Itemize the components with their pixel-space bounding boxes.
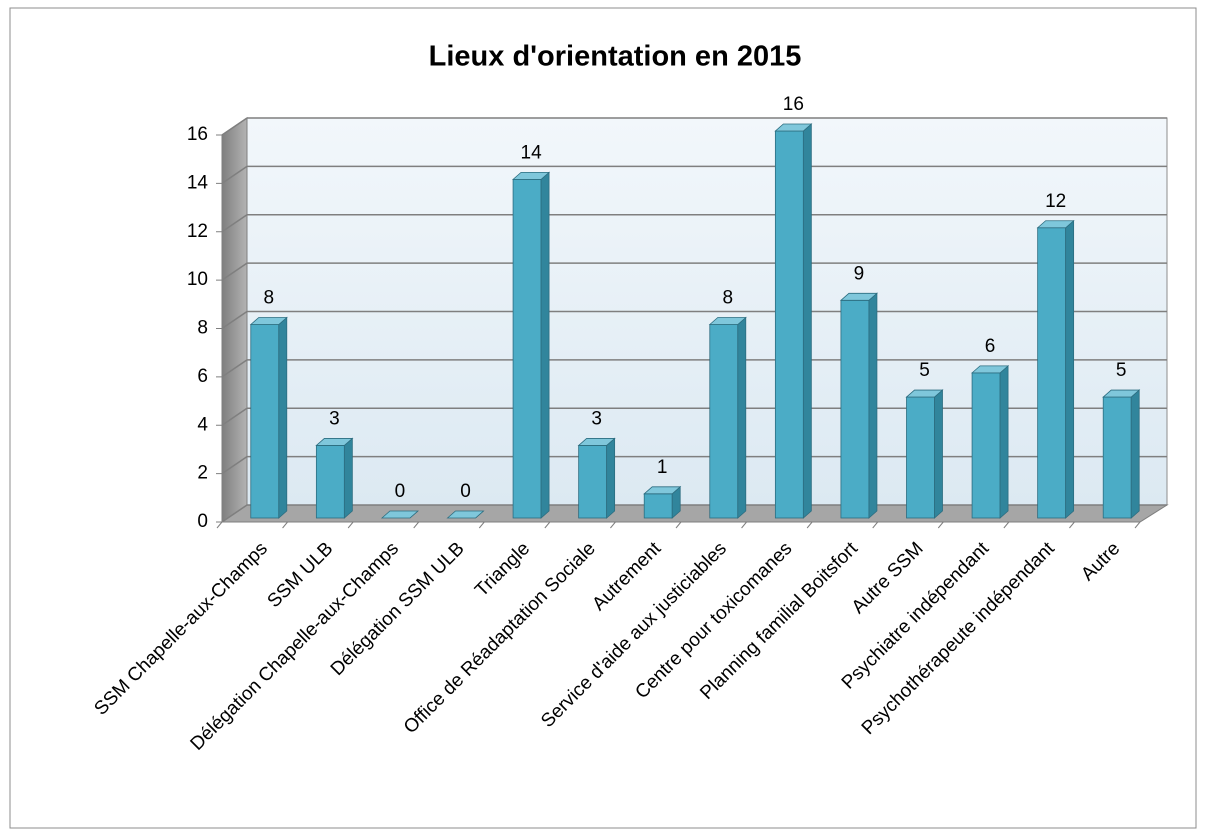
data-label: 6 [985, 336, 996, 357]
data-label: 3 [591, 408, 602, 429]
bar-top [1102, 389, 1141, 398]
grid-line [221, 407, 248, 426]
x-tick-mark [610, 521, 616, 529]
grid-line [221, 117, 248, 136]
bar-top [708, 317, 747, 325]
bar-side [999, 364, 1009, 519]
bar [1102, 396, 1132, 519]
bar-top [315, 438, 354, 446]
grid-line [221, 262, 248, 281]
data-label: 8 [263, 288, 274, 309]
x-tick-mark [675, 521, 682, 529]
x-tick-mark [806, 521, 813, 529]
bar-side [278, 316, 288, 519]
bar-side [343, 437, 353, 519]
bar-side [868, 292, 878, 519]
bar [709, 324, 739, 519]
data-label: 5 [1116, 360, 1127, 381]
grid-line [221, 310, 248, 330]
bar [971, 372, 1001, 519]
x-tick-mark [1069, 521, 1075, 529]
data-label: 0 [395, 481, 406, 502]
x-tick-mark [478, 521, 485, 529]
grid-line [221, 456, 248, 475]
y-tick-label: 14 [187, 172, 209, 193]
bar-top [971, 365, 1010, 374]
grid-line [221, 504, 248, 523]
y-tick-label: 6 [197, 366, 208, 387]
x-tick-mark [872, 521, 879, 529]
bar-top [774, 123, 813, 132]
bar-side [1130, 389, 1140, 519]
x-tick-mark [544, 521, 551, 529]
bar-top [249, 317, 288, 325]
data-label: 8 [722, 288, 733, 309]
y-tick-label: 0 [197, 511, 208, 532]
bar [512, 178, 542, 519]
bar [578, 445, 608, 519]
y-tick-label: 8 [197, 318, 208, 339]
bar-side [934, 389, 943, 519]
bar [643, 493, 673, 519]
bar-side [1065, 219, 1075, 519]
bar-side [540, 171, 550, 519]
y-tick-label: 10 [187, 269, 208, 290]
data-label: 1 [657, 457, 668, 478]
bar [315, 445, 345, 519]
bar [1037, 227, 1067, 519]
x-tick-mark [1134, 521, 1141, 529]
x-tick-mark [413, 521, 420, 529]
x-tick-mark [347, 521, 354, 529]
bar-top [577, 438, 616, 446]
bar-top [1036, 220, 1075, 229]
data-label: 9 [854, 263, 865, 284]
x-tick-mark [937, 521, 944, 529]
data-label: 14 [521, 142, 543, 163]
bar [774, 130, 804, 519]
floor [220, 504, 1169, 523]
bar [840, 299, 870, 519]
x-tick-mark [741, 521, 747, 529]
y-tick-label: 12 [187, 221, 208, 242]
data-label: 12 [1045, 191, 1066, 212]
x-tick-mark [216, 521, 223, 529]
chart-title: Lieux d'orientation en 2015 [429, 41, 802, 73]
grid-line [221, 359, 248, 378]
grid-line [221, 165, 248, 184]
bar-top [512, 171, 551, 180]
data-label: 16 [783, 94, 804, 115]
bar-top [380, 510, 419, 519]
bar [906, 396, 935, 519]
bar-side [802, 123, 812, 519]
bar-top [643, 486, 682, 495]
bar-top [446, 510, 485, 519]
x-tick-mark [282, 521, 288, 529]
x-tick-mark [1003, 521, 1010, 529]
data-label: 5 [919, 360, 930, 381]
bar-side [606, 437, 616, 519]
data-label: 0 [460, 481, 471, 502]
bar-side [737, 316, 747, 519]
data-label: 3 [329, 408, 340, 429]
bar-top [905, 389, 944, 398]
y-tick-label: 16 [187, 124, 208, 145]
bar-top [839, 292, 878, 301]
bar [250, 324, 280, 519]
y-tick-label: 4 [197, 414, 208, 435]
y-tick-label: 2 [197, 463, 208, 484]
grid-line [221, 214, 248, 233]
